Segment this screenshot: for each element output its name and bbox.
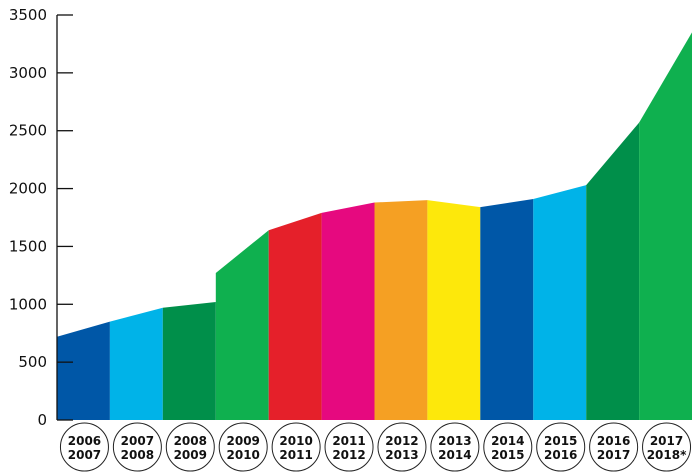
y-tick-label-3500: 3500 [9, 6, 47, 24]
area-band-2011 [321, 202, 375, 420]
x-category-circle [377, 422, 427, 472]
y-tick-label-2000: 2000 [9, 180, 47, 198]
x-category-label-bottom: 2018* [647, 448, 687, 462]
area-band-2016 [586, 122, 640, 420]
area-band-2014 [480, 199, 534, 420]
x-category-label-bottom: 2014 [438, 448, 471, 462]
x-category-label-bottom: 2011 [279, 448, 312, 462]
area-band-2006 [57, 321, 110, 420]
area-bands [57, 32, 692, 421]
x-category-label-top: 2012 [385, 434, 418, 448]
area-band-2008 [162, 302, 216, 420]
x-category-label-bottom: 2007 [68, 448, 101, 462]
x-category-label-top: 2017 [650, 434, 683, 448]
x-category-label-top: 2011 [332, 434, 365, 448]
y-tick-label-1500: 1500 [9, 237, 47, 255]
x-category-label-top: 2016 [597, 434, 630, 448]
x-category-label-top: 2015 [544, 434, 577, 448]
x-category-circle [271, 422, 321, 472]
x-category-label-top: 2008 [174, 434, 207, 448]
x-category-label-bottom: 2013 [385, 448, 418, 462]
x-category-circle [589, 422, 639, 472]
x-category-label-bottom: 2008 [121, 448, 154, 462]
x-category-label-top: 2006 [68, 434, 101, 448]
area-band-2017 [639, 32, 692, 421]
area-band-2013 [427, 200, 481, 420]
x-category-circle [112, 422, 162, 472]
y-tick-label-1000: 1000 [9, 295, 47, 313]
x-category-circle [483, 422, 533, 472]
y-tick-label-3000: 3000 [9, 64, 47, 82]
x-category-label-bottom: 2016 [544, 448, 577, 462]
x-category-circle [642, 422, 692, 472]
x-category-label-bottom: 2012 [332, 448, 365, 462]
x-category-label-top: 2010 [279, 434, 312, 448]
x-category-circle [218, 422, 268, 472]
y-tick-label-0: 0 [37, 411, 47, 429]
x-category-label-bottom: 2010 [227, 448, 260, 462]
y-tick-label-500: 500 [18, 353, 47, 371]
x-category-label-bottom: 2009 [174, 448, 207, 462]
x-category-circle [430, 422, 480, 472]
x-category-circle [59, 422, 109, 472]
area-band-2010 [268, 212, 322, 420]
x-category-label-top: 2014 [491, 434, 524, 448]
x-category-label-bottom: 2015 [491, 448, 524, 462]
x-category-circle [536, 422, 586, 472]
x-category-label-top: 2013 [438, 434, 471, 448]
x-category-label-top: 2007 [121, 434, 154, 448]
x-category-label-top: 2009 [227, 434, 260, 448]
area-band-2012 [374, 200, 428, 420]
y-axis: 0 500 1000 1500 2000 2500 3000 3500 [9, 6, 73, 429]
x-category-circle [165, 422, 215, 472]
x-category-label-bottom: 2017 [597, 448, 630, 462]
area-band-2007 [109, 307, 163, 420]
y-tick-label-2500: 2500 [9, 122, 47, 140]
x-axis: 2006200720072008200820092009201020102011… [59, 422, 692, 472]
x-category-circle [324, 422, 374, 472]
area-band-2009 [215, 230, 269, 420]
area-band-2015 [533, 185, 587, 420]
